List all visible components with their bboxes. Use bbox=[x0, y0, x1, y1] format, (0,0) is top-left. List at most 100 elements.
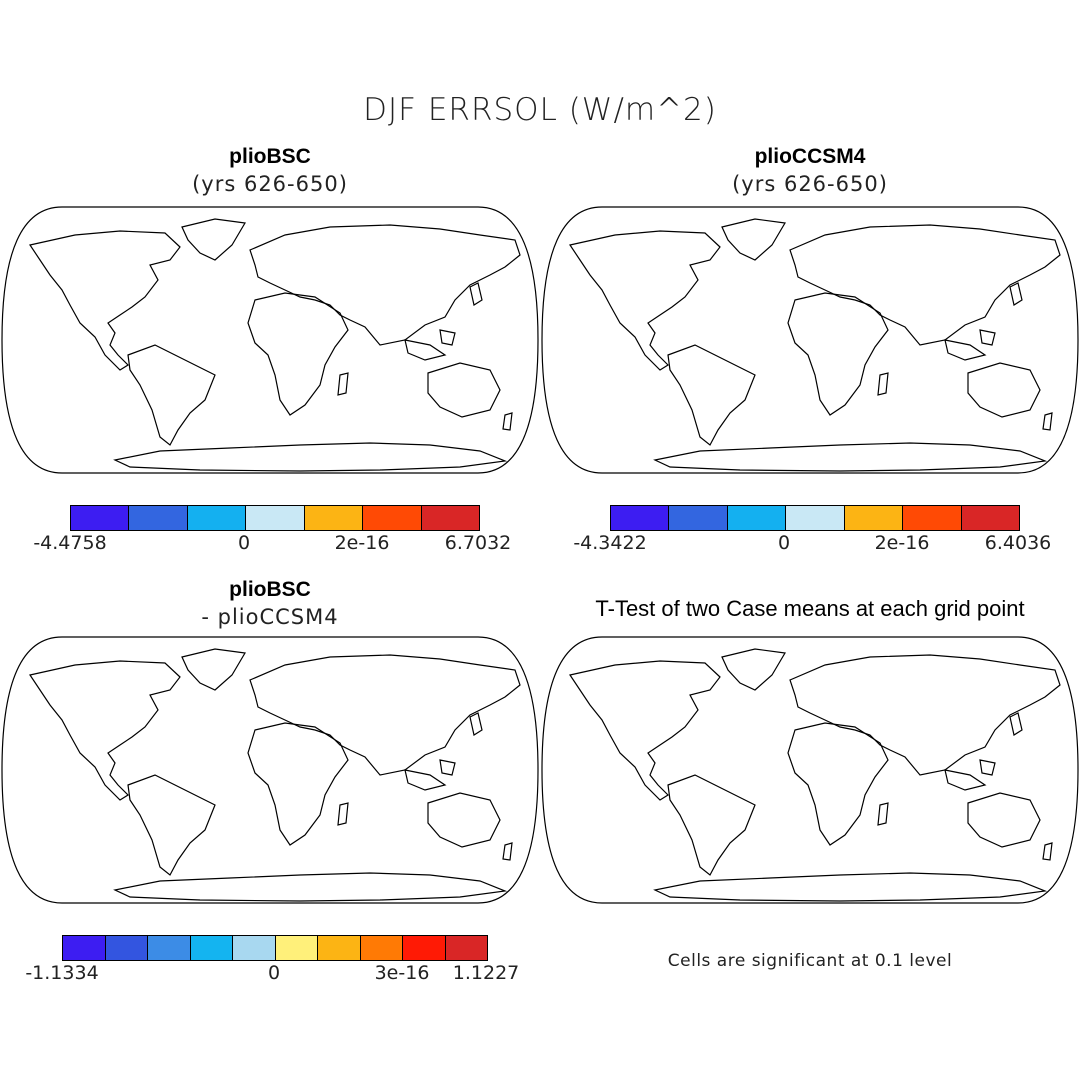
significance-dot bbox=[663, 703, 666, 707]
significance-dot bbox=[541, 816, 544, 819]
significance-dot bbox=[776, 732, 779, 735]
significance-dot bbox=[1043, 723, 1047, 727]
significance-dot bbox=[945, 811, 948, 814]
significance-dot bbox=[744, 649, 748, 650]
significance-dot bbox=[852, 768, 856, 771]
significance-dot bbox=[758, 705, 762, 709]
significance-dot bbox=[798, 772, 802, 775]
significance-dot bbox=[579, 768, 583, 772]
significance-dot bbox=[999, 728, 1003, 731]
panel1-map bbox=[1, 206, 539, 474]
significance-dot bbox=[587, 741, 591, 744]
significance-dot bbox=[942, 831, 946, 834]
significance-dot bbox=[1072, 729, 1075, 732]
significance-dot bbox=[864, 785, 867, 789]
significance-dot bbox=[889, 688, 893, 691]
map-border bbox=[541, 636, 1079, 904]
significance-dot bbox=[585, 760, 589, 764]
significance-dot bbox=[690, 862, 693, 866]
panel3-tick-max: 1.1227 bbox=[452, 962, 520, 984]
significance-dot bbox=[990, 889, 994, 893]
significance-dot bbox=[861, 699, 864, 703]
panel2-title: plioCCSM4 bbox=[754, 145, 866, 168]
significance-dot bbox=[918, 778, 921, 782]
significance-dot bbox=[846, 786, 850, 790]
significance-dot bbox=[745, 836, 749, 839]
significance-dot bbox=[884, 892, 888, 896]
significance-dot bbox=[777, 639, 780, 642]
significance-dot bbox=[862, 686, 865, 690]
significance-dot bbox=[566, 821, 569, 824]
significance-dot bbox=[624, 725, 628, 729]
significance-dot bbox=[968, 855, 972, 858]
significance-dot bbox=[778, 896, 782, 900]
significance-dot bbox=[828, 744, 831, 748]
significance-dot bbox=[1010, 781, 1014, 785]
significance-dot bbox=[878, 820, 882, 824]
significance-dot bbox=[1009, 675, 1013, 679]
significance-dot bbox=[657, 892, 661, 896]
significance-dot bbox=[835, 654, 838, 658]
significance-dot bbox=[678, 707, 682, 710]
significance-dot bbox=[770, 646, 773, 649]
significance-dot bbox=[589, 890, 593, 894]
significance-dot bbox=[762, 860, 765, 864]
significance-dot bbox=[628, 649, 632, 653]
significance-dot bbox=[1008, 759, 1011, 763]
significance-dot bbox=[893, 787, 897, 790]
significance-dot bbox=[730, 827, 734, 831]
significance-dot bbox=[747, 666, 751, 670]
significance-dot bbox=[953, 742, 957, 746]
significance-dot bbox=[910, 841, 914, 845]
significance-dot bbox=[546, 641, 549, 644]
significance-dot bbox=[727, 745, 731, 749]
significance-dot bbox=[559, 826, 562, 829]
significance-dot bbox=[717, 694, 720, 697]
significance-dot bbox=[882, 859, 886, 863]
significance-dot bbox=[711, 767, 715, 771]
significance-dot bbox=[1053, 707, 1057, 711]
significance-dot bbox=[923, 807, 927, 811]
significance-dot bbox=[996, 796, 1000, 799]
significance-dot bbox=[554, 704, 557, 707]
significance-dot bbox=[962, 869, 966, 872]
panel4-note: Cells are significant at 0.1 level bbox=[667, 951, 953, 971]
significance-dot bbox=[764, 813, 767, 816]
significance-dot bbox=[1023, 729, 1026, 733]
significance-dot bbox=[606, 684, 609, 688]
significance-dot bbox=[926, 892, 930, 896]
significance-dot bbox=[1015, 753, 1019, 757]
significance-dot bbox=[860, 866, 864, 869]
significance-dot bbox=[804, 774, 808, 778]
significance-dot bbox=[784, 688, 788, 692]
significance-dot bbox=[994, 775, 998, 779]
significance-dot bbox=[680, 788, 684, 791]
significance-dot bbox=[543, 765, 546, 768]
significance-dot bbox=[777, 671, 781, 674]
significance-dot bbox=[1028, 784, 1032, 788]
significance-dot bbox=[671, 711, 674, 715]
significance-dot bbox=[676, 859, 679, 863]
significance-dot bbox=[823, 770, 827, 774]
significance-dot bbox=[948, 685, 952, 689]
significance-dot bbox=[983, 841, 986, 844]
significance-dot bbox=[645, 649, 648, 650]
significance-dot bbox=[729, 814, 733, 817]
significance-dot bbox=[572, 665, 576, 669]
significance-dot bbox=[1073, 728, 1076, 731]
panel1-tick-min: -4.4758 bbox=[33, 532, 107, 554]
significance-dot bbox=[880, 817, 884, 821]
significance-dot bbox=[582, 835, 586, 838]
significance-dot bbox=[973, 833, 977, 836]
significance-dot bbox=[964, 764, 968, 767]
significance-dot bbox=[547, 814, 550, 817]
significance-dot bbox=[757, 785, 761, 789]
significance-dot bbox=[942, 853, 946, 857]
significance-dot bbox=[1063, 881, 1066, 884]
significance-dot bbox=[1024, 778, 1028, 782]
significance-dot bbox=[564, 802, 567, 805]
significance-dot bbox=[795, 649, 798, 652]
significance-dot bbox=[1022, 718, 1026, 722]
significance-dot bbox=[700, 780, 704, 784]
significance-dot bbox=[779, 850, 783, 853]
